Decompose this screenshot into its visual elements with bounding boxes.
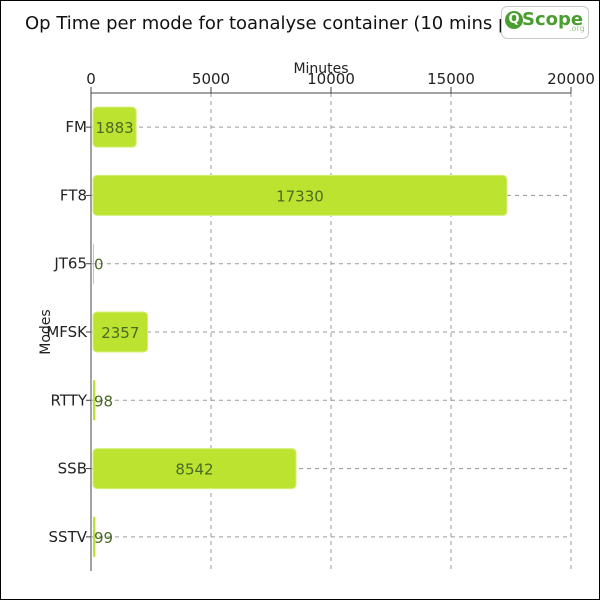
bar [92,311,149,353]
logo-suffix: .org [569,24,585,33]
magnifier-icon [505,11,523,29]
bar [92,106,137,148]
data-label: 8542 [175,461,213,479]
x-tick-label: 20000 [547,70,595,88]
x-tick-label: 5000 [192,70,230,88]
y-tick-label: RTTY [50,391,87,409]
data-label: 2357 [101,324,139,342]
x-tick-label: 0 [86,70,96,88]
bar [92,174,508,216]
y-tick-label: SSB [58,460,87,478]
logo-text: Scope [522,9,584,30]
data-label: 99 [94,529,113,547]
y-tick-label: SSTV [49,528,88,546]
chart-title: Op Time per mode for toanalyse container… [25,13,575,34]
y-axis-label: Modes [38,309,54,354]
x-axis-label: Minutes [293,61,348,77]
bar [93,380,96,421]
qscope-logo: Q Scope .org [501,6,589,39]
y-tick-label: MFSK [46,323,88,341]
data-label: 98 [94,392,113,410]
y-tick-label: FM [65,118,87,136]
data-label: 1883 [96,119,134,137]
data-label: 0 [94,256,104,274]
bar [93,243,94,284]
x-tick-label: 10000 [307,70,355,88]
data-label: 17330 [276,187,324,205]
logo-mark-letter: Q [508,12,520,27]
y-tick-label: FT8 [60,186,87,204]
x-tick-label: 15000 [427,70,475,88]
y-tick-label: JT65 [53,255,87,273]
bar [92,448,297,490]
bar [93,516,96,557]
